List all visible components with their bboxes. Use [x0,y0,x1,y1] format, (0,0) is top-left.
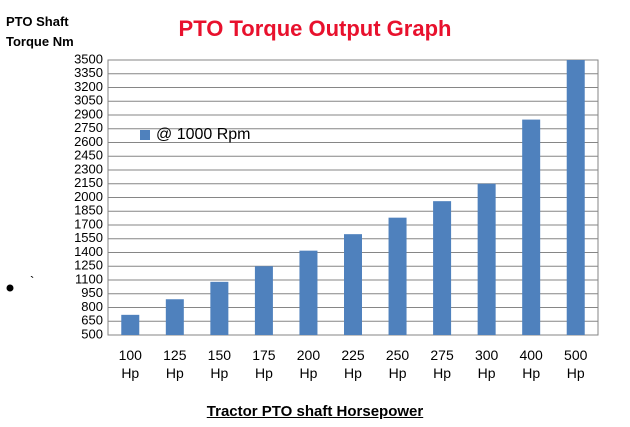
bar [210,281,229,335]
y-tick-label: 3200 [74,79,103,94]
x-tick-label: 225 Hp [341,347,365,381]
bar [299,250,318,335]
y-tick-label: 2150 [74,175,103,190]
x-tick-label: 250 Hp [385,347,410,381]
y-tick-label: 2750 [74,120,103,135]
y-tick-label: 2300 [74,161,103,176]
y-tick-label: 3500 [74,51,103,66]
legend-label: @ 1000 Rpm [156,126,251,143]
bar [344,234,362,335]
legend-swatch [140,130,150,140]
y-tick-label: 2000 [74,189,103,204]
y-tick-label: 1250 [74,258,103,273]
y-tick-label: 3350 [74,65,103,80]
y-tick-label: 2600 [74,134,103,149]
y-tick-label: 950 [81,285,103,300]
y-tick-label: 1550 [74,230,103,245]
y-tick-label: 1850 [74,203,103,218]
bar [477,183,496,335]
bar [121,314,140,335]
y-tick-label: 1400 [74,244,103,259]
x-tick-label: 300 Hp [474,347,499,381]
x-tick-label: 125 Hp [163,347,187,381]
bar [165,299,184,335]
bar [522,119,541,335]
bar [433,201,452,335]
y-tick-label: 650 [81,313,103,328]
y-tick-label: 3050 [74,93,103,108]
y-tick-label: 2900 [74,106,103,121]
x-tick-label: 175 Hp [252,347,276,381]
bar [388,217,407,335]
x-tick-label: 200 Hp [296,347,321,381]
x-axis-label: Tractor PTO shaft Horsepower [206,403,424,420]
bullet [6,284,14,292]
y-tick-label: 1700 [74,216,103,231]
y-axis-label: PTO Shaft Torque Nm [6,14,74,49]
x-tick-label: 275 Hp [430,347,454,381]
x-tick-label: 400 Hp [519,347,543,381]
y-tick-label: 500 [81,326,103,341]
x-tick-label: 150 Hp [207,347,232,381]
bar [566,60,585,335]
x-tick-label: 100 Hp [118,347,142,381]
chart-title: PTO Torque Output Graph [178,16,452,41]
y-tick-label: 1100 [75,271,103,286]
annotation: ` [30,273,34,288]
y-tick-label: 2450 [74,148,103,163]
y-tick-label: 800 [81,299,103,314]
x-tick-label: 500 Hp [564,347,588,381]
bar [254,266,273,335]
